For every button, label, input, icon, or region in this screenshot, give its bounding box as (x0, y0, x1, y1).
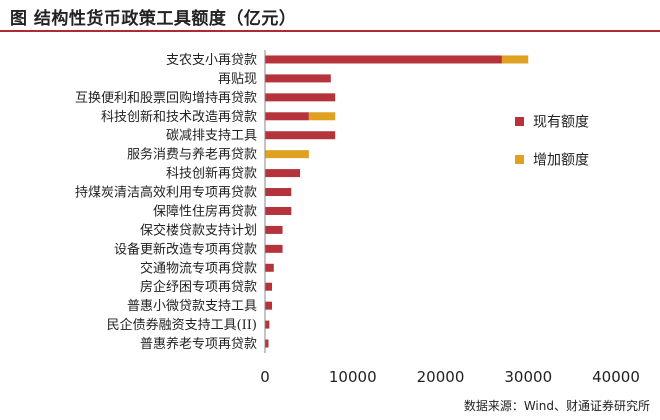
x-tick-label: 20000 (417, 368, 465, 386)
bar-existing (265, 112, 309, 121)
bar-existing (265, 55, 502, 64)
bar-existing (265, 93, 336, 102)
bar-existing (265, 320, 270, 329)
category-label: 支农支小再贷款 (166, 53, 257, 68)
legend-label-existing: 现有额度 (533, 115, 589, 131)
category-label: 交通物流专项再贷款 (140, 260, 257, 276)
bar-increase (308, 112, 336, 121)
category-label: 保交楼贷款支持计划 (140, 222, 257, 238)
x-tick-label: 30000 (504, 368, 552, 386)
bar-existing (265, 263, 274, 272)
category-label: 普惠小微贷款支持工具 (127, 299, 257, 314)
category-label: 科技创新再贷款 (166, 166, 257, 182)
legend-swatch-increase (515, 155, 524, 164)
category-label: 再贴现 (218, 72, 257, 87)
category-label: 设备更新改造专项再贷款 (114, 241, 257, 257)
category-label: 持煤炭清洁高效利用专项再贷款 (75, 185, 257, 201)
category-label: 房企纾困专项再贷款 (140, 279, 257, 295)
x-tick-label: 10000 (329, 368, 377, 386)
chart-title: 图 结构性货币政策工具额度（亿元） (10, 9, 297, 29)
bar-existing (265, 74, 331, 83)
category-label: 服务消费与养老再贷款 (127, 147, 257, 163)
category-label: 科技创新和技术改造再贷款 (101, 109, 257, 125)
source-note: 数据来源：Wind、财通证券研究所 (463, 399, 650, 413)
legend-swatch-existing (515, 117, 524, 126)
bar-existing (265, 282, 273, 291)
legend-label-increase: 增加额度 (533, 153, 589, 169)
bar-existing (265, 339, 269, 348)
bar-existing (265, 169, 301, 178)
bar-existing (265, 244, 283, 253)
bar-existing (265, 206, 292, 215)
bar-existing (265, 225, 283, 234)
bar-existing (265, 301, 273, 310)
bar-increase (265, 150, 309, 159)
category-label: 保障性住房再贷款 (153, 203, 257, 219)
x-tick-label: 40000 (592, 368, 640, 386)
category-label: 普惠养老专项再贷款 (140, 336, 257, 352)
title-underline (0, 30, 660, 32)
category-label: 民企债券融资支持工具(II) (107, 317, 257, 333)
category-label: 碳减排支持工具 (166, 129, 257, 144)
bar-existing (265, 131, 336, 140)
bar-increase (501, 55, 529, 64)
category-label: 互换便利和股票回购增持再贷款 (75, 90, 257, 106)
x-tick-label: 0 (260, 368, 270, 386)
bar-existing (265, 188, 292, 197)
